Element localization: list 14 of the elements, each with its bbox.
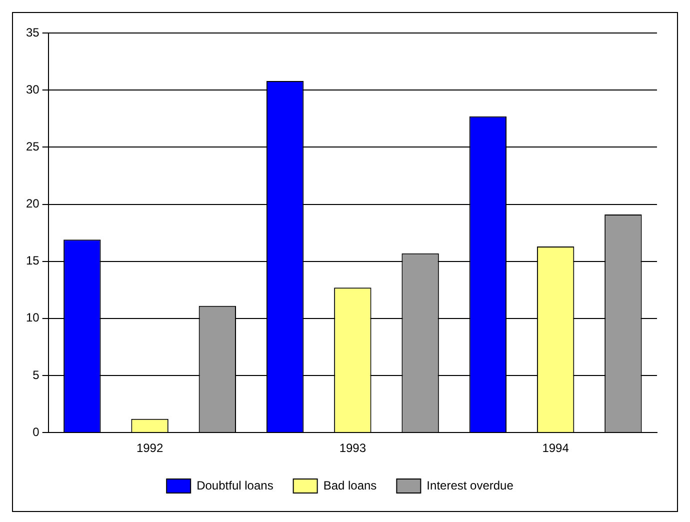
x-tick-label: 1993 [339, 441, 366, 456]
y-tick-label: 10 [26, 310, 40, 325]
x-tick-label: 1994 [542, 441, 570, 456]
y-tick-label: 15 [26, 254, 40, 268]
y-tick-label: 20 [26, 196, 40, 211]
y-tick-label: 25 [26, 139, 40, 154]
y-tick-label: 5 [32, 368, 40, 382]
legend-label: Doubtful loans [196, 478, 274, 492]
y-tick-label: 0 [32, 424, 40, 439]
legend-label: Interest overdue [426, 478, 514, 492]
x-tick-label: 1992 [136, 441, 164, 456]
y-tick-label: 30 [26, 82, 40, 96]
y-tick-label: 35 [26, 25, 40, 40]
legend-label: Bad loans [323, 478, 377, 492]
